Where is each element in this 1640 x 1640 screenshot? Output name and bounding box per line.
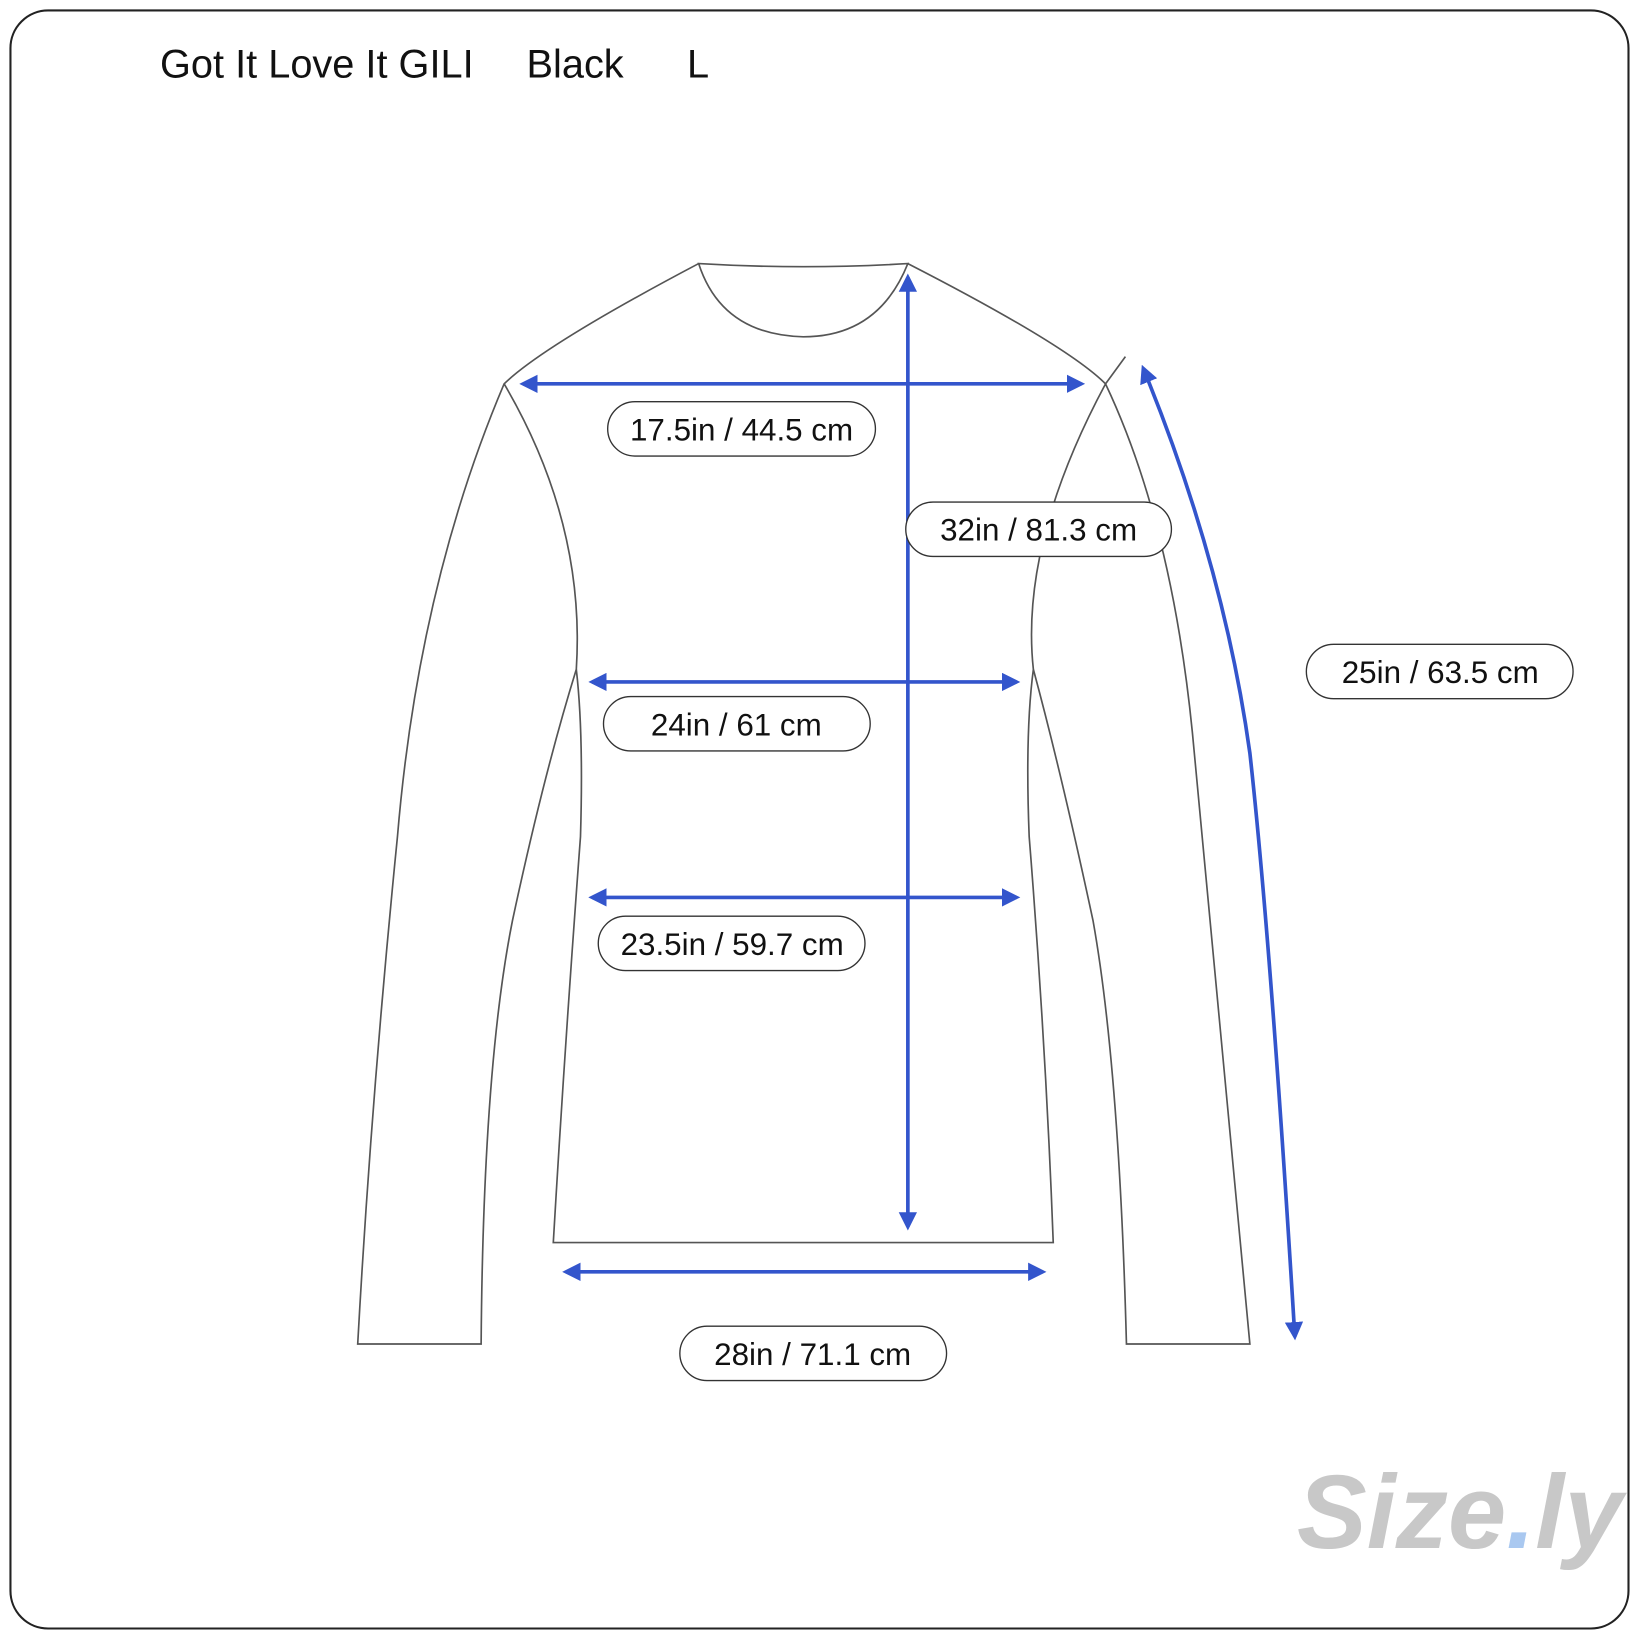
waist-label: 23.5in / 59.7 cm: [621, 927, 844, 962]
length-label: 32in / 81.3 cm: [940, 513, 1137, 548]
brand-label: Got It Love It GILI: [160, 42, 474, 86]
sleeve-label: 25in / 63.5 cm: [1342, 655, 1539, 690]
chest-label: 24in / 61 cm: [651, 707, 822, 742]
frame-border: [9, 9, 1630, 1630]
hem-label: 28in / 71.1 cm: [714, 1337, 911, 1372]
color-label: Black: [527, 42, 624, 86]
measure-labels: 17.5in / 44.5 cm 32in / 81.3 cm 25in / 6…: [597, 400, 1574, 1382]
sleeve-arrow: [1140, 364, 1304, 1341]
size-label: L: [687, 42, 709, 86]
header: Got It Love It GILI Black L: [160, 42, 709, 86]
sizely-logo: Size.ly: [1297, 1454, 1627, 1571]
shoulder-label: 17.5in / 44.5 cm: [630, 412, 853, 447]
measure-arrows: [519, 273, 1304, 1341]
